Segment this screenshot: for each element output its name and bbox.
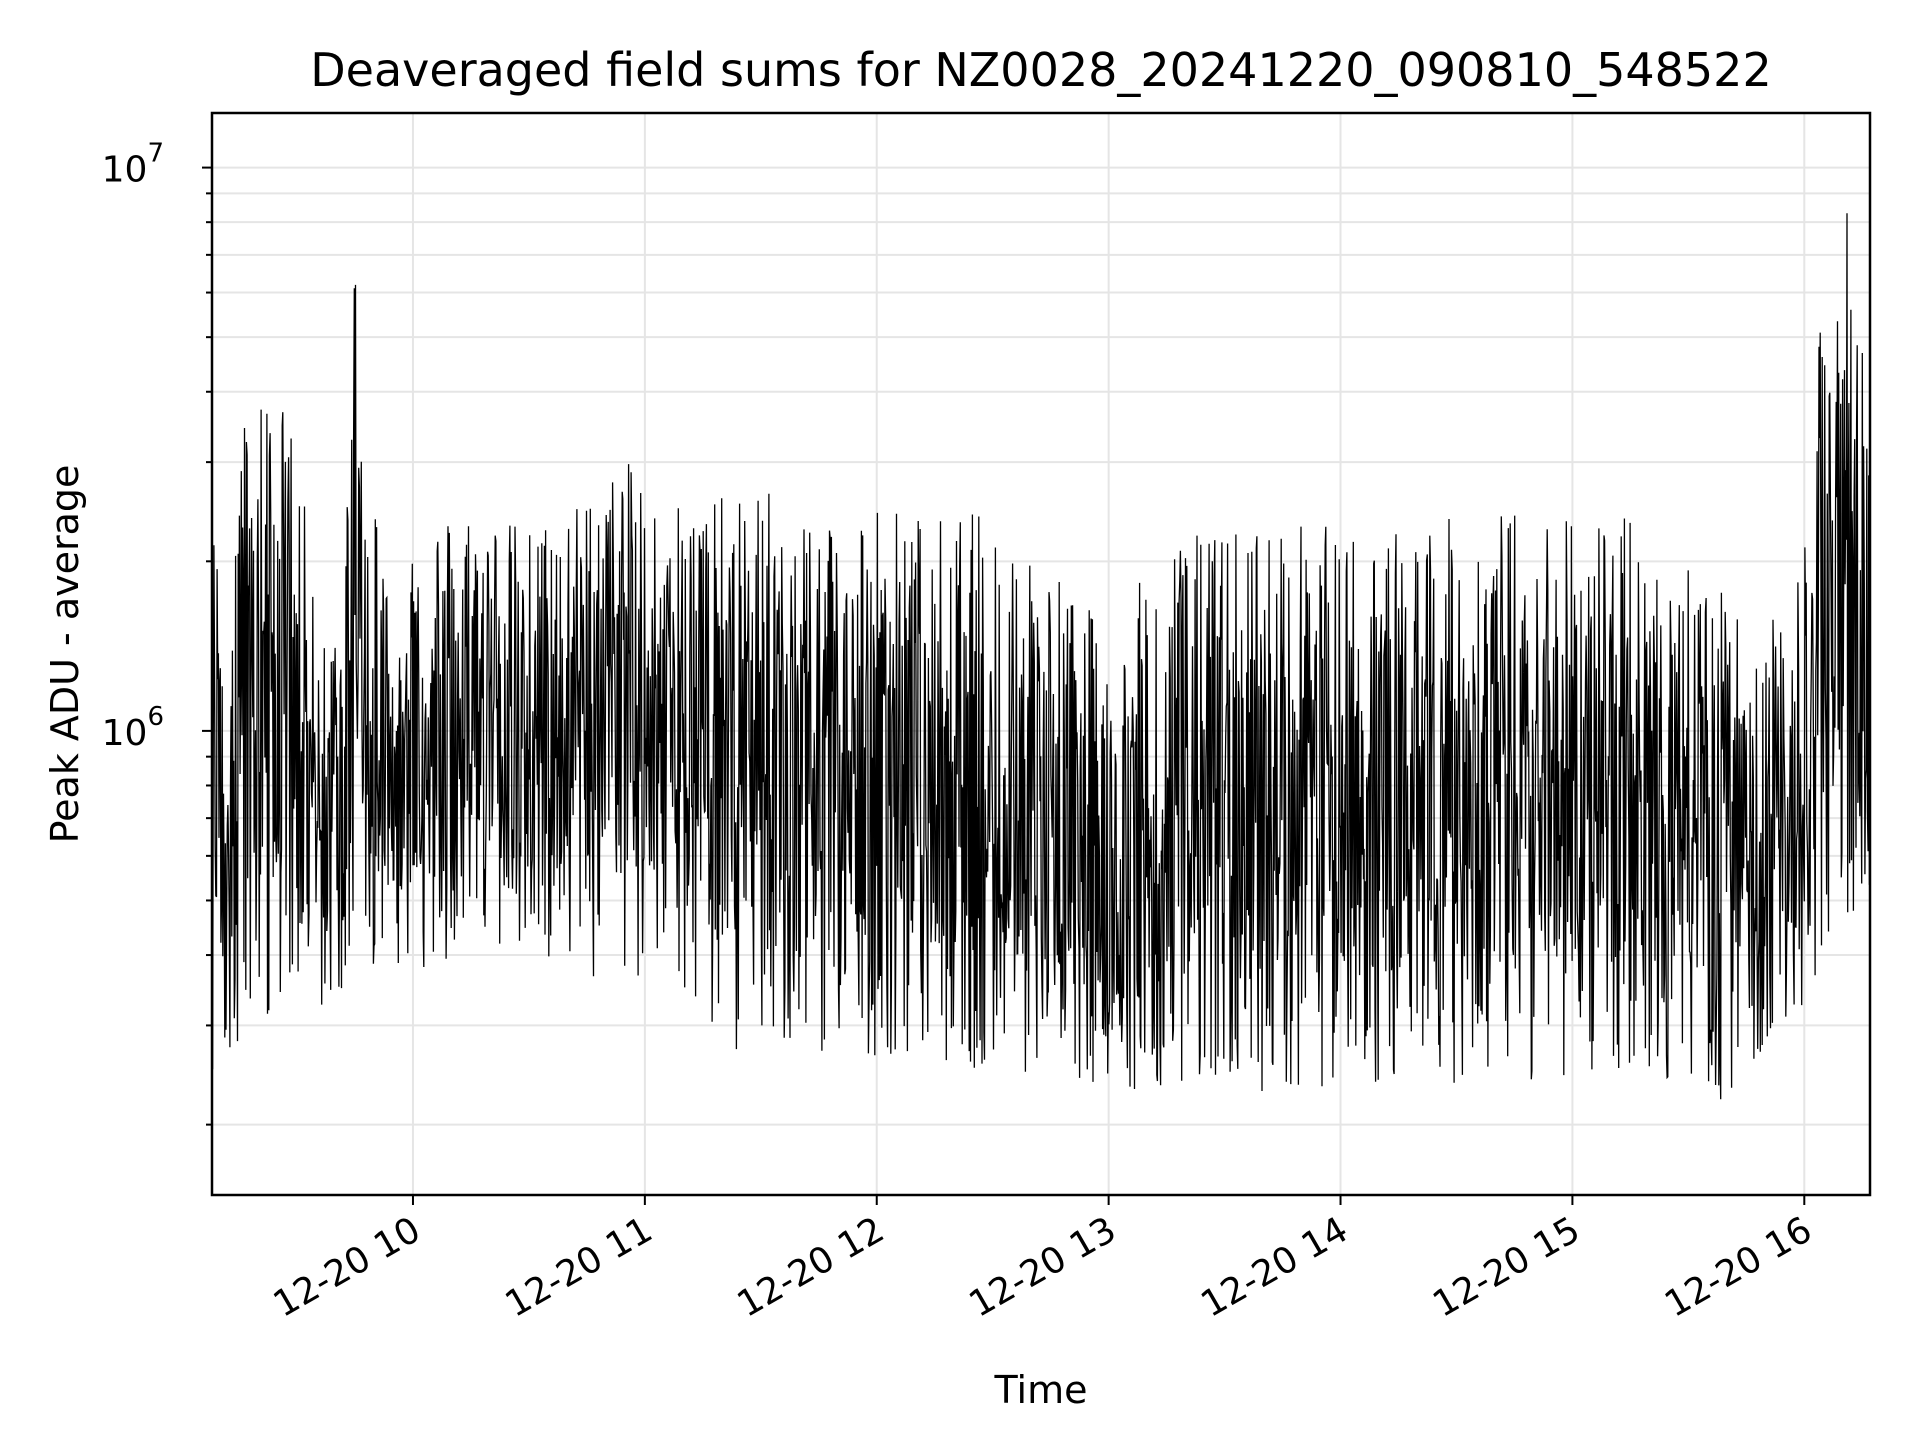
- series-line: [211, 213, 1871, 1100]
- series-trace: [211, 213, 1871, 1100]
- y-axis-label: Peak ADU - average: [43, 465, 87, 844]
- x-axis-label: Time: [994, 1368, 1088, 1412]
- y-tick-exponent: 6: [147, 702, 164, 732]
- y-tick-exponent: 7: [147, 139, 164, 169]
- plot-frame: [210, 111, 1872, 1197]
- chart-title: Deaveraged field sums for NZ0028_2024122…: [310, 43, 1771, 97]
- grid-lines: [212, 113, 1870, 1195]
